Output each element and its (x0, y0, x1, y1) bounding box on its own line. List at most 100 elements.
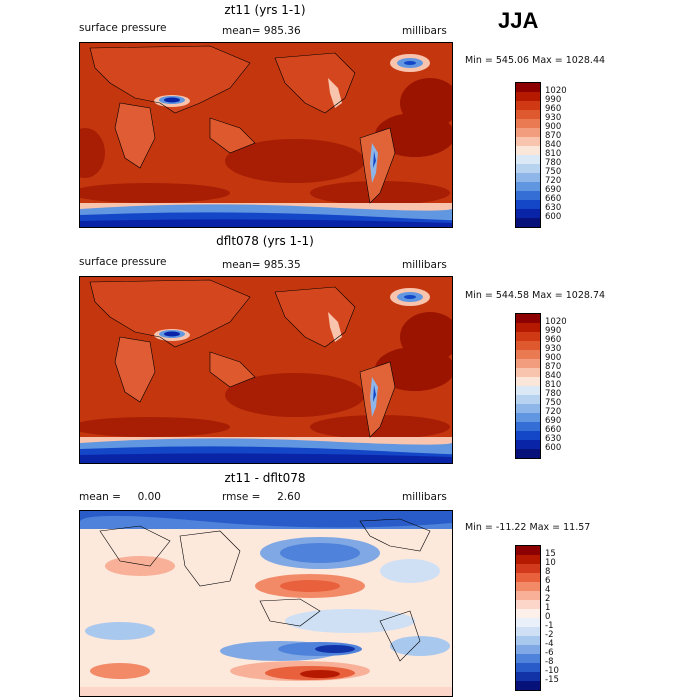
colorbar-swatch (516, 368, 540, 378)
colorbar-tick-label: 0 (545, 612, 551, 622)
panel-3-map (79, 510, 453, 697)
panel-2-title: dflt078 (yrs 1-1) (216, 234, 314, 248)
colorbar-tick-label: 750 (545, 167, 562, 177)
panel-1-title: zt11 (yrs 1-1) (224, 3, 306, 17)
colorbar-swatch (516, 555, 540, 565)
colorbar-tick-label: 8 (545, 567, 551, 577)
colorbar-swatch (516, 627, 540, 637)
panel-2-map (79, 276, 453, 464)
panel-2-min-max: Min = 544.58 Max = 1028.74 (465, 290, 606, 301)
colorbar-tick-label: 930 (545, 113, 562, 123)
colorbar-swatch (516, 654, 540, 664)
colorbar-swatch (516, 672, 540, 682)
season-label: JJA (498, 8, 539, 33)
colorbar-swatch (516, 431, 540, 441)
colorbar-tick-label: 720 (545, 407, 562, 417)
colorbar-swatch (516, 681, 540, 690)
colorbar-tick-label: 600 (545, 212, 562, 222)
colorbar-tick-label: 15 (545, 549, 556, 559)
colorbar-swatch (516, 386, 540, 396)
colorbar-tick-label: 2 (545, 594, 551, 604)
colorbar-tick-label: -10 (545, 666, 559, 676)
colorbar-tick-label: 6 (545, 576, 551, 586)
colorbar-tick-label: 630 (545, 434, 562, 444)
colorbar-swatch (516, 218, 540, 227)
colorbar-swatch (516, 618, 540, 628)
colorbar-swatch (516, 582, 540, 592)
colorbar-swatch (516, 101, 540, 111)
colorbar-swatch (516, 413, 540, 423)
colorbar-tick-label: 990 (545, 95, 562, 105)
colorbar-swatch (516, 332, 540, 342)
panel-3-min-max: Min = -11.22 Max = 11.57 (465, 522, 591, 533)
colorbar-tick-label: 630 (545, 203, 562, 213)
colorbar-tick-label: -6 (545, 648, 554, 658)
panel-2-center-label: mean= 985.35 (222, 259, 301, 271)
colorbar-tick-label: 750 (545, 398, 562, 408)
colorbar-tick-label: 1 (545, 603, 551, 613)
colorbar-swatch (516, 449, 540, 458)
colorbar-swatch (516, 377, 540, 387)
colorbar-swatch (516, 609, 540, 619)
colorbar-swatch (516, 323, 540, 333)
colorbar-swatch (516, 137, 540, 147)
colorbar-tick-label: 900 (545, 122, 562, 132)
panel-3-title: zt11 - dflt078 (224, 471, 306, 485)
colorbar-tick-label: 720 (545, 176, 562, 186)
colorbar-swatch (516, 182, 540, 192)
panel-1-center-label: mean= 985.36 (222, 25, 301, 37)
colorbar-swatch (516, 164, 540, 174)
colorbar-swatch (516, 422, 540, 432)
panel-1-left-label: surface pressure (79, 22, 167, 34)
colorbar-swatch (516, 83, 540, 93)
panel-2-left-label: surface pressure (79, 256, 167, 268)
colorbar-swatch (516, 191, 540, 201)
colorbar-tick-label: -15 (545, 675, 559, 685)
colorbar-tick-label: 870 (545, 131, 562, 141)
panel-3-left-label: mean = 0.00 (79, 491, 161, 503)
colorbar-swatch (516, 573, 540, 583)
colorbar-swatch (516, 128, 540, 138)
colorbar-tick-label: 660 (545, 425, 562, 435)
colorbar-swatch (516, 663, 540, 673)
colorbar-tick-label: 780 (545, 158, 562, 168)
colorbar-swatch (516, 200, 540, 210)
colorbar-swatch (516, 155, 540, 165)
colorbar-tick-label: -1 (545, 621, 554, 631)
panel-1-colorbar (515, 82, 541, 228)
colorbar-swatch (516, 314, 540, 324)
colorbar-tick-label: 900 (545, 353, 562, 363)
colorbar-swatch (516, 591, 540, 601)
colorbar-tick-label: 840 (545, 140, 562, 150)
colorbar-swatch (516, 110, 540, 120)
colorbar-tick-label: 1020 (545, 317, 567, 327)
colorbar-swatch (516, 359, 540, 369)
colorbar-swatch (516, 209, 540, 219)
panel-1-min-max: Min = 545.06 Max = 1028.44 (465, 55, 606, 66)
colorbar-swatch (516, 440, 540, 450)
colorbar-tick-label: 960 (545, 335, 562, 345)
colorbar-tick-label: 690 (545, 185, 562, 195)
colorbar-tick-label: 690 (545, 416, 562, 426)
colorbar-tick-label: 840 (545, 371, 562, 381)
colorbar-tick-label: 780 (545, 389, 562, 399)
colorbar-tick-label: 10 (545, 558, 556, 568)
panel-2-colorbar (515, 313, 541, 459)
colorbar-tick-label: 990 (545, 326, 562, 336)
colorbar-tick-label: 660 (545, 194, 562, 204)
panel-3-right-label: millibars (402, 491, 447, 503)
colorbar-tick-label: 930 (545, 344, 562, 354)
panel-3-center-label: rmse = 2.60 (222, 491, 301, 503)
colorbar-swatch (516, 645, 540, 655)
colorbar-swatch (516, 119, 540, 129)
colorbar-swatch (516, 636, 540, 646)
colorbar-tick-label: 960 (545, 104, 562, 114)
colorbar-swatch (516, 350, 540, 360)
panel-1-right-label: millibars (402, 25, 447, 37)
colorbar-swatch (516, 173, 540, 183)
colorbar-swatch (516, 341, 540, 351)
colorbar-tick-label: 870 (545, 362, 562, 372)
colorbar-tick-label: -4 (545, 639, 554, 649)
colorbar-tick-label: -8 (545, 657, 554, 667)
panel-2-right-label: millibars (402, 259, 447, 271)
